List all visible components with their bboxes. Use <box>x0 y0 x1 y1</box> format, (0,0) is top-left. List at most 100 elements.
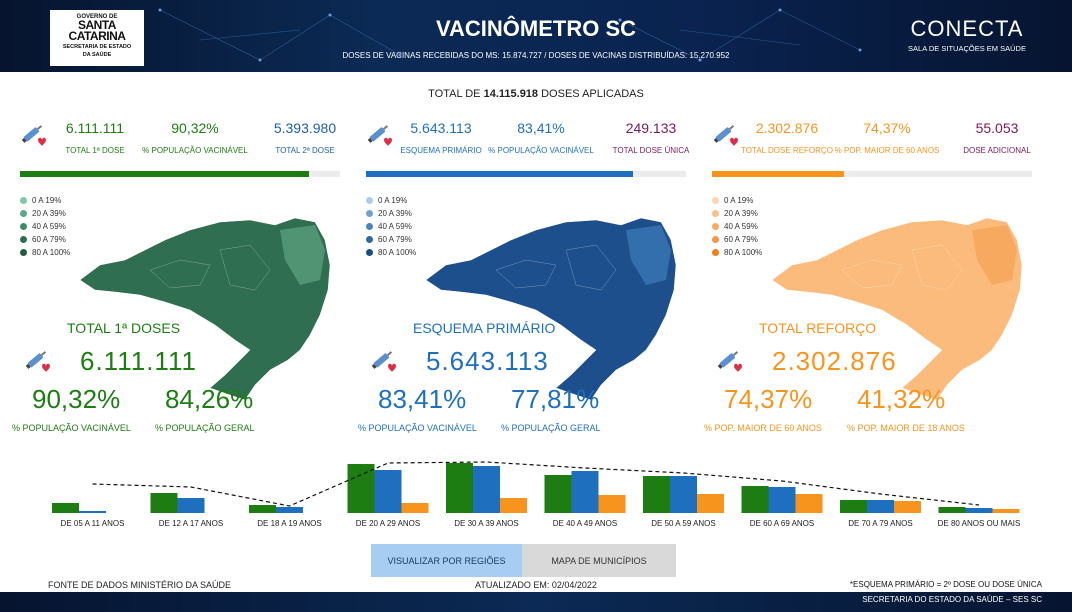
progress-fill <box>366 171 633 177</box>
legend-dot <box>712 236 719 243</box>
bar-3-0[interactable] <box>347 464 375 513</box>
legend-item: 80 A 100% <box>712 246 762 259</box>
percent-2: 84,26% <box>165 384 254 414</box>
legend-item: 60 A 79% <box>20 233 70 246</box>
map-legend: 0 A 19% 20 A 39% 40 A 59% 60 A 79% 80 A 100% <box>366 194 416 259</box>
category-label: DE 80 ANOS OU MAIS <box>938 519 1021 528</box>
network-background <box>158 8 862 62</box>
percent-2-label: % POPULAÇÃO GERAL <box>501 423 601 433</box>
visualize-regions-button[interactable]: VISUALIZAR POR REGIÕES <box>371 544 522 577</box>
kpi-value-0: 6.111.111 <box>65 120 125 136</box>
progress-fill <box>20 171 310 177</box>
bottom-text: SECRETARIA DO ESTADO DA SAÚDE – SES SC <box>862 595 1042 604</box>
bar-6-1[interactable] <box>670 476 697 513</box>
santa-catarina-map[interactable] <box>70 210 340 415</box>
progress-bar <box>712 171 1032 177</box>
bar-3-2[interactable] <box>401 503 429 513</box>
bar-2-0[interactable] <box>249 505 276 513</box>
legend-dot <box>712 210 719 217</box>
legend-item: 0 A 19% <box>366 194 416 207</box>
legend-item: 20 A 39% <box>712 207 762 220</box>
legend-label: 0 A 19% <box>32 196 62 205</box>
bar-5-2[interactable] <box>598 495 626 513</box>
percent-1: 83,41% <box>378 384 467 414</box>
total-doses: TOTAL DE 14.115.918 DOSES APLICADAS <box>0 88 1072 100</box>
bar-7-1[interactable] <box>768 487 796 513</box>
legend-item: 0 A 19% <box>20 194 70 207</box>
kpi-value-0: 2.302.876 <box>755 120 819 136</box>
legend-item: 60 A 79% <box>712 233 762 246</box>
age-group-bar-chart: DE 05 A 11 ANOS DE 12 A 17 ANOS DE 18 A 19… <box>52 461 1021 528</box>
trend-line <box>92 461 980 507</box>
bar-8-0[interactable] <box>840 500 867 513</box>
map-legend: 0 A 19% 20 A 39% 40 A 59% 60 A 79% 80 A 100% <box>712 194 762 259</box>
category-label: DE 40 A 49 ANOS <box>553 519 617 528</box>
kpi-value-0: 5.643.113 <box>410 120 472 136</box>
bar-7-0[interactable] <box>741 486 769 513</box>
legend-dot <box>20 236 27 243</box>
legend-label: 40 A 59% <box>378 222 412 231</box>
percent-1: 74,37% <box>724 384 813 414</box>
progress-bar <box>20 171 340 177</box>
logo-line2: SANTA <box>78 18 116 32</box>
updated-date: ATUALIZADO EM: 02/04/2022 <box>475 580 597 590</box>
municipality-map-button[interactable]: MAPA DE MUNICÍPIOS <box>522 544 676 577</box>
bar-3-1[interactable] <box>374 470 402 513</box>
kpi-label-2: DOSE ADICIONAL <box>963 146 1031 155</box>
legend-label: 40 A 59% <box>32 222 66 231</box>
legend-label: 60 A 79% <box>724 235 758 244</box>
panel-big-number: 2.302.876 <box>772 346 897 376</box>
category-label: DE 50 A 59 ANOS <box>651 519 715 528</box>
bar-9-0[interactable] <box>938 507 966 513</box>
bar-5-0[interactable] <box>544 475 572 513</box>
kpi-label-0: TOTAL 1ª DOSE <box>65 146 125 155</box>
legend-dot <box>366 249 373 256</box>
legend-dot <box>712 249 719 256</box>
total-prefix: TOTAL DE <box>428 88 481 100</box>
bar-1-0[interactable] <box>150 493 178 513</box>
legend-label: 20 A 39% <box>724 209 758 218</box>
percent-2-label: % POP. MAIOR DE 18 ANOS <box>847 423 965 433</box>
map-legend: 0 A 19% 20 A 39% 40 A 59% 60 A 79% 80 A 100% <box>20 194 70 259</box>
legend-dot <box>20 223 27 230</box>
bar-5-1[interactable] <box>571 471 599 513</box>
panel-title: TOTAL REFORÇO <box>759 320 877 336</box>
kpi-label-1: % POPULAÇÃO VACINÁVEL <box>488 146 594 155</box>
panel-title: TOTAL 1ª DOSES <box>67 320 181 336</box>
bar-4-0[interactable] <box>446 463 473 513</box>
legend-item: 40 A 59% <box>366 220 416 233</box>
category-label: DE 05 A 11 ANOS <box>61 519 125 528</box>
legend-dot <box>712 223 719 230</box>
percent-1: 90,32% <box>32 384 121 414</box>
category-label: DE 12 A 17 ANOS <box>159 519 223 528</box>
bar-6-2[interactable] <box>697 494 724 513</box>
bar-4-1[interactable] <box>473 466 500 513</box>
kpi-value-1: 74,37% <box>863 120 911 136</box>
bar-7-2[interactable] <box>795 494 823 513</box>
bar-4-2[interactable] <box>500 498 527 513</box>
legend-item: 40 A 59% <box>20 220 70 233</box>
total-suffix: DOSES APLICADAS <box>541 88 644 100</box>
bar-9-1[interactable] <box>965 508 993 513</box>
bar-8-1[interactable] <box>867 500 894 513</box>
percent-1-label: % POPULAÇÃO VACINÁVEL <box>12 423 131 433</box>
bar-6-0[interactable] <box>643 476 670 513</box>
bar-9-2[interactable] <box>992 509 1020 513</box>
legend-item: 60 A 79% <box>366 233 416 246</box>
santa-catarina-map[interactable] <box>416 210 686 415</box>
legend-item: 20 A 39% <box>366 207 416 220</box>
legend-dot <box>20 210 27 217</box>
bar-2-1[interactable] <box>276 507 303 513</box>
vaccine-icon-large <box>24 346 50 377</box>
bar-0-0[interactable] <box>52 503 79 513</box>
legend-item: 0 A 19% <box>712 194 762 207</box>
bar-1-1[interactable] <box>177 498 205 513</box>
bar-0-1[interactable] <box>79 511 106 513</box>
logo-line4: SECRETARIA DE ESTADO <box>62 44 132 50</box>
bar-8-2[interactable] <box>894 501 921 513</box>
panel-title: ESQUEMA PRIMÁRIO <box>413 320 556 336</box>
santa-catarina-map[interactable] <box>762 210 1032 415</box>
conecta-logo: CONECTA SALA DE SITUAÇÕES EM SAÚDE <box>902 16 1032 53</box>
sc-government-logo: GOVERNO DE SANTA CATARINA SECRETARIA DE … <box>50 10 144 66</box>
percent-1-label: % POPULAÇÃO VACINÁVEL <box>358 423 477 433</box>
